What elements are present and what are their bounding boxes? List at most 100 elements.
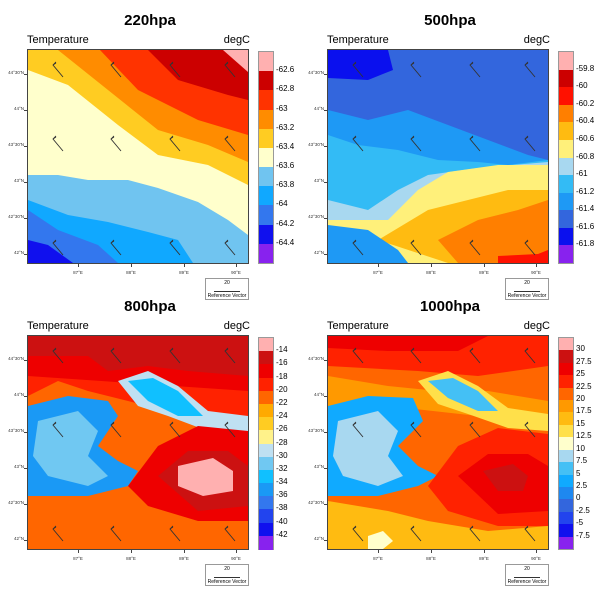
tick-mark (24, 254, 27, 255)
contour-region (328, 225, 408, 263)
wind-barb-icon (352, 61, 364, 78)
lat-tick-label: 44°N (13, 392, 24, 397)
panel-220hpa: 220hpa Temperature degC -62.6 -62.8 -63 -63.2 -… (0, 0, 300, 300)
lat-tick-label: 44°N (313, 106, 324, 111)
colorbar-box (259, 469, 273, 484)
colorbar-label: -61.8 (576, 239, 595, 249)
tick-mark (24, 540, 27, 541)
tick-mark (24, 146, 27, 147)
colorbar-box (559, 87, 573, 106)
colorbar-box (559, 175, 573, 194)
lon-tick-label: 90°E (231, 270, 241, 275)
colorbar-label: -20 (276, 384, 288, 394)
lat-tick-label: 43°30'N (8, 428, 24, 433)
colorbar-box (259, 364, 273, 379)
colorbar-box (259, 224, 273, 245)
colorbar-box (259, 52, 273, 72)
wind-barb-icon (169, 61, 181, 78)
reference-vector-magnitude: 20 (524, 280, 530, 286)
lat-tick-label: 43°N (313, 178, 324, 183)
colorbar-label: -42 (276, 529, 288, 539)
wind-barb-icon (410, 61, 422, 78)
colorbar-label: -30 (276, 450, 288, 460)
lon-tick-label: 89°E (179, 270, 189, 275)
lat-tick-label: 44°N (13, 106, 24, 111)
colorbar-box (559, 52, 573, 71)
reference-arrow-icon (214, 573, 240, 578)
reference-vector-legend: 20 Reference Vector (505, 278, 549, 300)
tick-mark (324, 360, 327, 361)
reference-vector-label: Reference Vector (207, 293, 247, 299)
colorbar-label: 22.5 (576, 381, 592, 391)
colorbar-box (259, 128, 273, 149)
lon-tick-label: 89°E (179, 556, 189, 561)
colorbar-label: -60 (576, 81, 588, 91)
wind-barb-icon (110, 135, 122, 152)
wind-barb-icon (524, 135, 536, 152)
colorbar-label: 20 (576, 394, 585, 404)
colorbar-label: -63 (276, 103, 288, 113)
colorbar-box (259, 351, 273, 365)
wind-barb-icon (110, 239, 122, 256)
wind-barb-icon (524, 525, 536, 542)
lon-tick-label: 87°E (373, 270, 383, 275)
colorbar-box (259, 167, 273, 187)
lon-tick-label: 87°E (373, 556, 383, 561)
wind-barb-icon (52, 61, 64, 78)
wind-barb-icon (52, 421, 64, 438)
colorbar-box (559, 227, 573, 246)
colorbar-box (259, 509, 273, 524)
reference-arrow-icon (214, 287, 240, 292)
colorbar-label: -64 (276, 199, 288, 209)
colorbar-label: -16 (276, 358, 288, 368)
colorbar-box (559, 192, 573, 211)
wind-barb-icon (52, 135, 64, 152)
lon-tick-label: 88°E (126, 270, 136, 275)
colorbar-box (259, 483, 273, 497)
temperature-contour-map (28, 336, 248, 549)
wind-barb-icon (169, 347, 181, 364)
colorbar-label: -61.6 (576, 221, 595, 231)
tick-mark (78, 264, 79, 267)
colorbar-label: -22 (276, 397, 288, 407)
tick-mark (184, 264, 185, 267)
contour-region (333, 411, 403, 486)
tick-mark (24, 504, 27, 505)
panel-title: 800hpa (124, 298, 176, 315)
colorbar-box (559, 486, 573, 500)
tick-mark (324, 146, 327, 147)
reference-arrow-icon (514, 573, 540, 578)
temperature-contour-map (28, 50, 248, 263)
tick-mark (24, 468, 27, 469)
contour-region (128, 378, 203, 416)
tick-mark (236, 264, 237, 267)
lat-tick-label: 42°N (13, 536, 24, 541)
map-plot (327, 49, 549, 264)
lat-tick-label: 43°N (13, 464, 24, 469)
colorbar-box (559, 437, 573, 451)
tick-mark (324, 254, 327, 255)
colorbar-label: -62.8 (276, 84, 295, 94)
contour-region (28, 240, 73, 263)
colorbar-box (259, 109, 273, 130)
contour-region (328, 336, 488, 351)
colorbar-box (559, 499, 573, 513)
wind-barb-icon (224, 61, 236, 78)
colorbar-label: 25 (576, 369, 585, 379)
tick-mark (324, 468, 327, 469)
colorbar-label: -24 (276, 411, 288, 421)
colorbar-box (559, 387, 573, 401)
colorbar-label: -61.4 (576, 204, 595, 214)
colorbar-label: -18 (276, 371, 288, 381)
colorbar-box (559, 338, 573, 351)
colorbar-box (259, 430, 273, 444)
colorbar-box (259, 456, 273, 471)
colorbar-box (259, 535, 273, 550)
wind-barb-icon (110, 421, 122, 438)
wind-barb-icon (110, 61, 122, 78)
wind-barb-icon (169, 135, 181, 152)
colorbar-label: -38 (276, 503, 288, 513)
colorbar-label: -40 (276, 516, 288, 526)
tick-mark (131, 264, 132, 267)
colorbar-label: 27.5 (576, 356, 592, 366)
